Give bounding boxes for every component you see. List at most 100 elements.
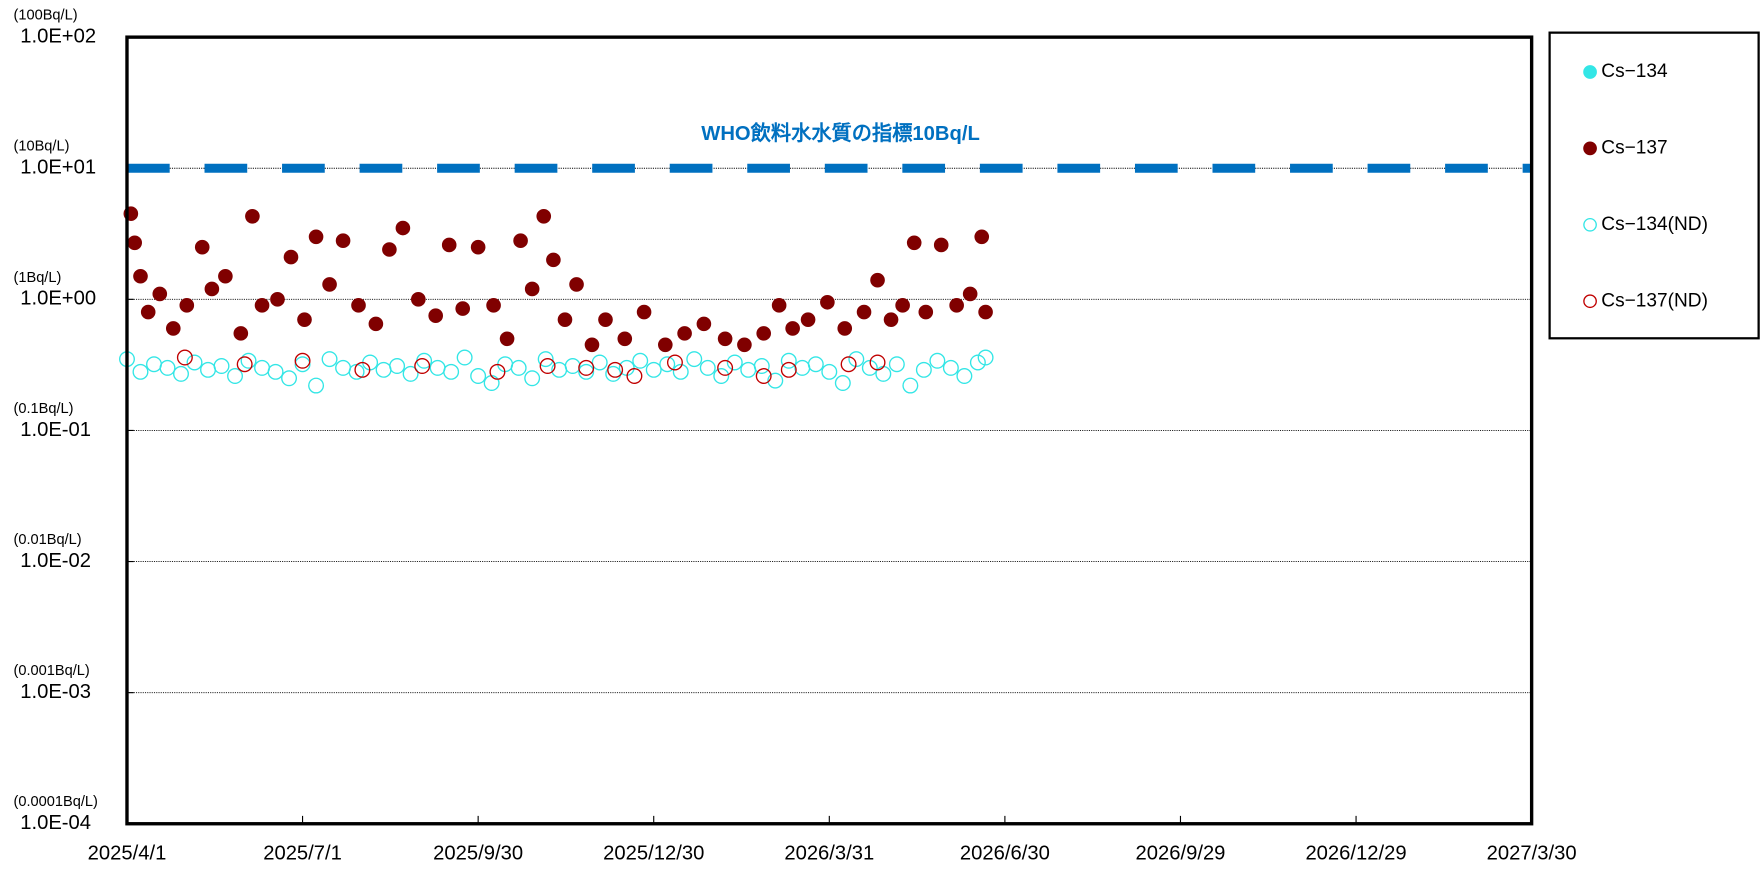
data-point — [557, 312, 573, 327]
legend-marker — [1583, 141, 1597, 156]
data-point — [699, 359, 716, 376]
data-point — [140, 304, 156, 320]
data-point — [837, 321, 853, 336]
data-point — [165, 321, 181, 336]
data-point — [807, 356, 824, 373]
x-tick-label: 2025/4/1 — [88, 842, 167, 864]
y-unit-label: (100Bq/L) — [13, 8, 77, 24]
data-point — [584, 337, 600, 353]
data-point — [672, 363, 689, 380]
legend-label: Cs−137(ND) — [1601, 290, 1708, 311]
data-point — [204, 281, 220, 297]
x-tick-label: 2025/7/1 — [263, 842, 342, 864]
data-point — [564, 358, 581, 375]
data-point — [875, 365, 892, 382]
legend-box — [1548, 31, 1760, 340]
y-tick-label: 1.0E-03 — [20, 681, 91, 703]
data-point — [607, 361, 624, 378]
data-point — [368, 316, 384, 332]
data-point — [785, 321, 800, 336]
x-tick-label: 2026/9/29 — [1135, 842, 1225, 864]
data-point — [389, 358, 406, 375]
legend-label: Cs−134(ND) — [1601, 214, 1708, 235]
data-point — [883, 312, 899, 327]
data-point — [569, 277, 584, 292]
data-point — [848, 351, 865, 368]
data-point — [322, 277, 337, 292]
data-point — [666, 354, 683, 371]
data-point — [524, 370, 541, 387]
data-point — [321, 351, 338, 368]
data-point — [227, 368, 244, 385]
data-point — [375, 361, 392, 378]
data-point — [414, 358, 431, 375]
data-point — [236, 356, 253, 373]
data-point — [974, 229, 990, 245]
data-point — [132, 363, 149, 380]
x-tick-label: 2026/6/30 — [960, 842, 1050, 864]
data-point — [834, 375, 851, 391]
data-point — [283, 249, 299, 265]
data-point — [632, 352, 649, 369]
data-point — [308, 377, 325, 394]
data-point — [402, 365, 419, 382]
data-point — [267, 363, 284, 380]
data-point — [499, 331, 515, 347]
reference-label: WHO飲料水水質の指標10Bq/L — [701, 121, 980, 145]
data-point — [820, 294, 835, 310]
data-point — [978, 304, 993, 320]
data-point — [395, 220, 411, 236]
data-point — [429, 359, 446, 376]
data-point — [918, 304, 934, 320]
data-point — [686, 351, 703, 368]
data-point — [942, 359, 959, 376]
y-unit-label: (0.0001Bq/L) — [13, 794, 97, 810]
y-tick-label: 1.0E-01 — [20, 419, 91, 441]
y-tick-label: 1.0E-02 — [20, 550, 91, 572]
legend-marker — [1583, 294, 1597, 309]
data-point — [677, 326, 692, 341]
data-point — [483, 375, 500, 391]
data-point — [591, 354, 608, 371]
data-point — [308, 229, 324, 245]
data-point — [270, 292, 285, 307]
data-point — [245, 208, 260, 224]
data-point — [915, 361, 932, 378]
data-point — [537, 351, 554, 368]
data-point — [780, 352, 797, 369]
data-point — [756, 326, 772, 341]
data-point — [200, 361, 216, 378]
data-point — [194, 239, 210, 255]
data-point — [645, 361, 662, 378]
data-point — [962, 286, 978, 302]
y-unit-label: (0.001Bq/L) — [13, 663, 89, 679]
data-point — [753, 358, 770, 375]
data-point — [780, 361, 797, 378]
data-point — [127, 235, 143, 251]
data-point — [933, 237, 949, 253]
y-tick-label: 1.0E+01 — [20, 157, 96, 179]
legend-label: Cs−134 — [1601, 61, 1668, 82]
data-point — [281, 370, 298, 387]
data-point — [929, 352, 946, 369]
data-point — [428, 308, 444, 324]
data-point — [906, 235, 922, 251]
data-point — [176, 349, 193, 366]
data-point — [617, 331, 633, 347]
data-point — [513, 233, 528, 249]
data-point — [218, 268, 233, 284]
data-point — [794, 359, 811, 376]
data-point — [179, 298, 195, 313]
data-point — [213, 358, 230, 375]
data-point — [489, 363, 506, 380]
data-point — [636, 304, 652, 320]
data-point — [233, 326, 249, 341]
legend-marker — [1583, 217, 1597, 232]
y-tick-label: 1.0E+00 — [20, 288, 96, 310]
y-unit-label: (10Bq/L) — [13, 139, 69, 155]
data-point — [800, 312, 816, 327]
data-point — [486, 298, 501, 313]
data-point — [821, 363, 838, 380]
x-tick-label: 2026/12/29 — [1305, 842, 1406, 864]
y-unit-label: (0.1Bq/L) — [13, 401, 73, 417]
